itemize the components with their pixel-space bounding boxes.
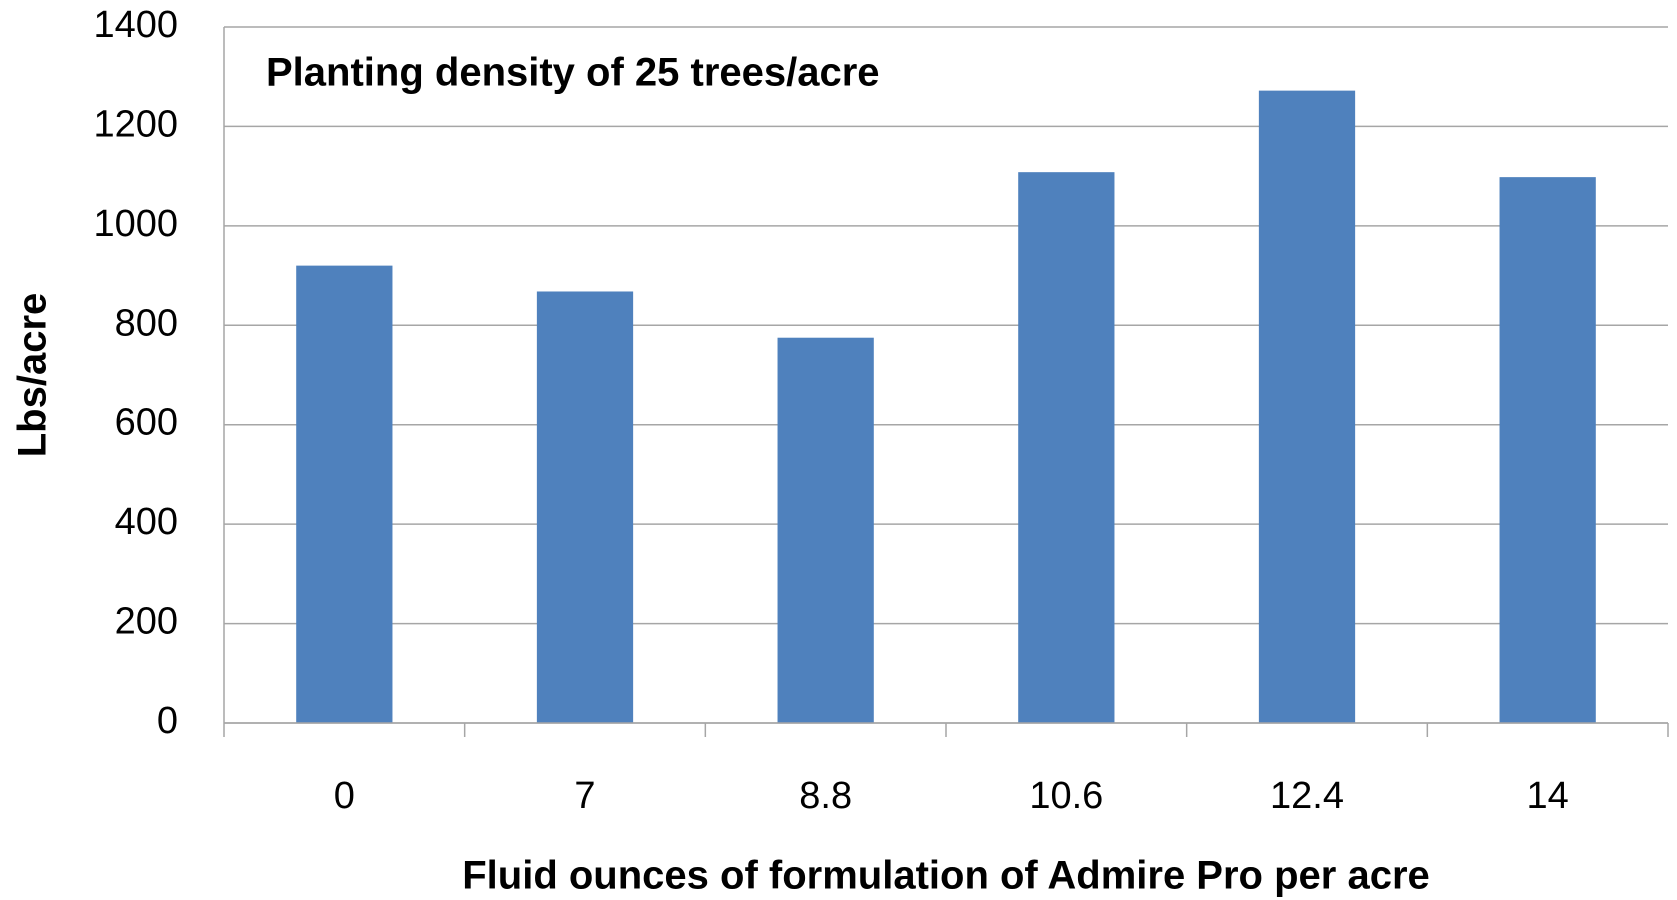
bar (1258, 90, 1356, 724)
x-tick-label: 7 (574, 775, 595, 817)
y-tick-label: 1400 (93, 4, 178, 46)
chart-title: Planting density of 25 trees/acre (266, 51, 880, 95)
bar (1018, 172, 1115, 723)
x-tick-label: 10.6 (1029, 775, 1103, 817)
y-tick-label: 800 (115, 302, 178, 344)
y-tick-label: 1200 (93, 103, 178, 145)
x-axis-label: Fluid ounces of formulation of Admire Pr… (462, 854, 1430, 898)
y-tick-label: 0 (157, 700, 178, 742)
y-tick-label: 400 (115, 501, 178, 543)
bar (777, 337, 874, 723)
x-tick-label: 0 (334, 775, 355, 817)
y-tick-label: 600 (115, 402, 178, 444)
y-tick-label: 1000 (93, 203, 178, 245)
bar (1499, 177, 1596, 723)
bar (296, 265, 393, 723)
x-tick-label: 12.4 (1270, 775, 1344, 817)
y-tick-label: 200 (115, 601, 178, 643)
bar (536, 291, 634, 723)
y-axis-label: Lbs/acre (11, 293, 55, 458)
x-tick-label: 8.8 (799, 775, 852, 817)
x-tick-label: 14 (1527, 775, 1569, 817)
